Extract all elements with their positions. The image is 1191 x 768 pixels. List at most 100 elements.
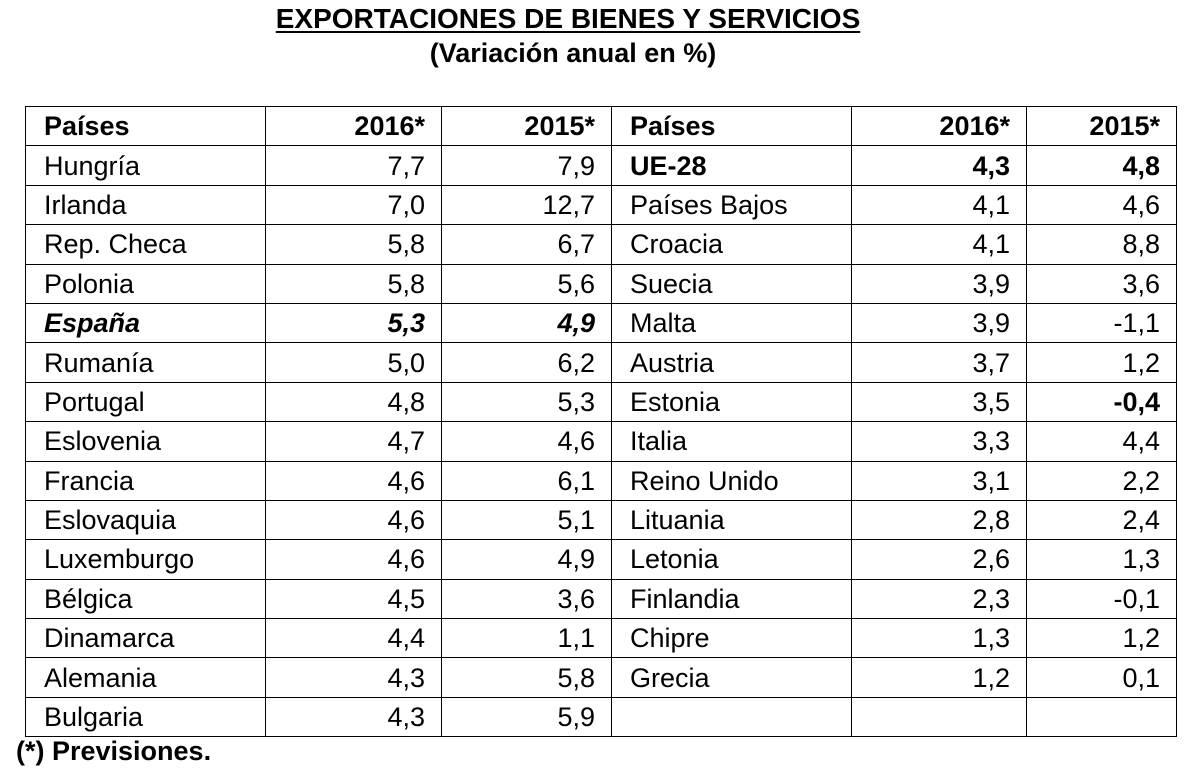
left-v2016-cell: 4,7 — [265, 421, 442, 462]
left-v2016-cell: 4,5 — [265, 578, 442, 620]
left-v2015-cell: 6,7 — [441, 224, 612, 265]
left-v2016-cell: 4,4 — [265, 618, 442, 659]
header-country-left: Países — [25, 105, 266, 147]
right-v2015-cell: -0,1 — [1026, 578, 1177, 620]
right-country-cell: Estonia — [611, 381, 852, 423]
right-v2015-cell: -1,1 — [1026, 302, 1177, 344]
right-v2015-cell: 2,4 — [1026, 499, 1177, 541]
right-country-cell: UE-28 — [611, 145, 852, 186]
right-country-cell: Letonia — [611, 539, 852, 580]
right-country-cell: Países Bajos — [611, 184, 852, 226]
empty-cell — [1026, 696, 1177, 738]
right-country-cell: Croacia — [611, 224, 852, 265]
right-v2016-cell: 4,3 — [851, 145, 1027, 186]
left-country-cell: España — [25, 302, 266, 344]
left-country-cell: Hungría — [25, 145, 266, 186]
right-v2015-cell: 0,1 — [1026, 657, 1177, 698]
table-row: Dinamarca 4,4 1,1 Chipre 1,3 1,2 — [25, 618, 1177, 659]
left-v2015-cell: 5,3 — [441, 381, 612, 423]
right-v2015-cell: 8,8 — [1026, 224, 1177, 265]
right-v2015-cell: 2,2 — [1026, 460, 1177, 501]
right-v2015-cell: 4,6 — [1026, 184, 1177, 226]
left-v2016-cell: 7,0 — [265, 184, 442, 226]
left-v2016-cell: 4,6 — [265, 539, 442, 580]
table-title: EXPORTACIONES DE BIENES Y SERVICIOS — [275, 3, 861, 34]
left-country-cell: Dinamarca — [25, 618, 266, 659]
left-country-cell: Portugal — [25, 381, 266, 423]
header-row: Países 2016* 2015* Países 2016* 2015* — [25, 105, 1177, 147]
left-v2015-cell: 5,9 — [441, 696, 612, 738]
right-v2016-cell: 3,1 — [851, 460, 1027, 501]
right-country-cell: Suecia — [611, 263, 852, 304]
left-v2015-cell: 6,1 — [441, 460, 612, 501]
right-v2016-cell: 3,7 — [851, 342, 1027, 383]
header-2015-right: 2015* — [1026, 105, 1177, 147]
footnote: (*) Previsiones. — [16, 736, 212, 766]
left-v2016-cell: 4,3 — [265, 696, 442, 738]
right-v2016-cell: 3,9 — [851, 263, 1027, 304]
left-v2015-cell: 4,9 — [441, 539, 612, 580]
left-country-cell: Eslovenia — [25, 421, 266, 462]
right-country-cell: Malta — [611, 302, 852, 344]
right-v2015-cell: 4,4 — [1026, 421, 1177, 462]
left-v2016-cell: 5,8 — [265, 224, 442, 265]
left-country-cell: Alemania — [25, 657, 266, 698]
table-row: Eslovaquia 4,6 5,1 Lituania 2,8 2,4 — [25, 499, 1177, 541]
left-v2015-cell: 12,7 — [441, 184, 612, 226]
empty-cell — [851, 696, 1027, 738]
right-country-cell: Italia — [611, 421, 852, 462]
right-country-cell: Reino Unido — [611, 460, 852, 501]
table-row: Rumanía 5,0 6,2 Austria 3,7 1,2 — [25, 342, 1177, 383]
right-v2015-cell: -0,4 — [1026, 381, 1177, 423]
right-v2016-cell: 2,6 — [851, 539, 1027, 580]
left-country-cell: Rep. Checa — [25, 224, 266, 265]
left-v2016-cell: 5,3 — [265, 302, 442, 344]
table-subtitle: (Variación anual en %) — [429, 38, 717, 68]
left-v2016-cell: 4,6 — [265, 460, 442, 501]
left-v2016-cell: 5,8 — [265, 263, 442, 304]
table-row: Francia 4,6 6,1 Reino Unido 3,1 2,2 — [25, 460, 1177, 501]
table-row: Irlanda 7,0 12,7 Países Bajos 4,1 4,6 — [25, 184, 1177, 226]
right-v2016-cell: 2,3 — [851, 578, 1027, 620]
right-v2016-cell: 2,8 — [851, 499, 1027, 541]
left-v2015-cell: 7,9 — [441, 145, 612, 186]
exports-table: Países 2016* 2015* Países 2016* 2015* Hu… — [25, 105, 1177, 738]
right-country-cell: Grecia — [611, 657, 852, 698]
table-row: Alemania 4,3 5,8 Grecia 1,2 0,1 — [25, 657, 1177, 698]
left-country-cell: Polonia — [25, 263, 266, 304]
right-v2016-cell: 3,5 — [851, 381, 1027, 423]
left-v2016-cell: 4,6 — [265, 499, 442, 541]
right-v2015-cell: 3,6 — [1026, 263, 1177, 304]
header-2016-right: 2016* — [851, 105, 1027, 147]
right-v2016-cell: 4,1 — [851, 224, 1027, 265]
header-2015-left: 2015* — [441, 105, 612, 147]
right-v2015-cell: 4,8 — [1026, 145, 1177, 186]
table-row: Hungría 7,7 7,9 UE-28 4,3 4,8 — [25, 145, 1177, 186]
right-v2015-cell: 1,3 — [1026, 539, 1177, 580]
table-row: Eslovenia 4,7 4,6 Italia 3,3 4,4 — [25, 421, 1177, 462]
right-v2016-cell: 3,3 — [851, 421, 1027, 462]
left-v2016-cell: 5,0 — [265, 342, 442, 383]
right-country-cell: Chipre — [611, 618, 852, 659]
left-v2015-cell: 1,1 — [441, 618, 612, 659]
left-country-cell: Rumanía — [25, 342, 266, 383]
table-row: Rep. Checa 5,8 6,7 Croacia 4,1 8,8 — [25, 224, 1177, 265]
right-country-cell: Austria — [611, 342, 852, 383]
left-v2016-cell: 4,8 — [265, 381, 442, 423]
right-v2016-cell: 4,1 — [851, 184, 1027, 226]
right-v2016-cell: 3,9 — [851, 302, 1027, 344]
right-v2015-cell: 1,2 — [1026, 342, 1177, 383]
left-v2016-cell: 7,7 — [265, 145, 442, 186]
left-v2015-cell: 6,2 — [441, 342, 612, 383]
table-row: Portugal 4,8 5,3 Estonia 3,5 -0,4 — [25, 381, 1177, 423]
left-v2015-cell: 4,6 — [441, 421, 612, 462]
right-v2016-cell: 1,3 — [851, 618, 1027, 659]
left-country-cell: Eslovaquia — [25, 499, 266, 541]
left-country-cell: Francia — [25, 460, 266, 501]
left-v2015-cell: 5,8 — [441, 657, 612, 698]
header-2016-left: 2016* — [265, 105, 442, 147]
left-v2015-cell: 5,6 — [441, 263, 612, 304]
left-country-cell: Irlanda — [25, 184, 266, 226]
left-country-cell: Bulgaria — [25, 696, 266, 738]
left-v2015-cell: 5,1 — [441, 499, 612, 541]
